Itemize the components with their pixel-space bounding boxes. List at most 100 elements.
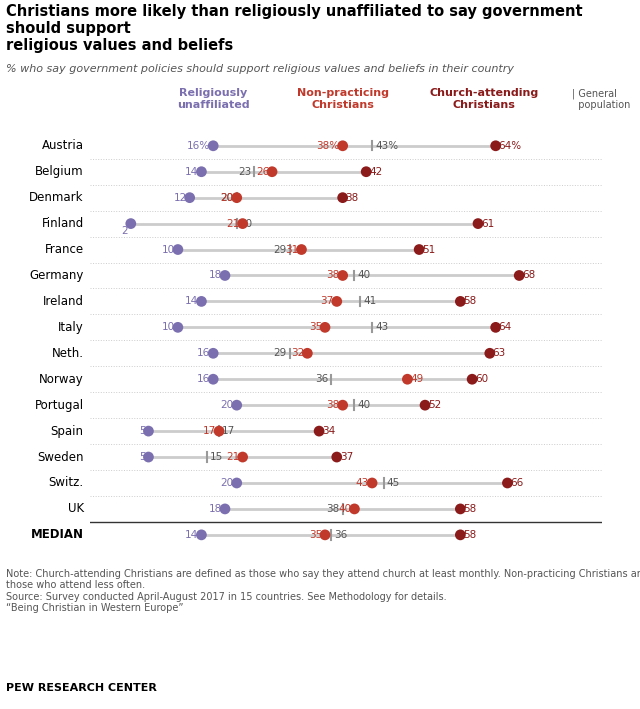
Text: Ireland: Ireland: [43, 295, 84, 308]
Text: France: France: [45, 243, 84, 256]
Text: Sweden: Sweden: [37, 450, 84, 464]
Point: [337, 192, 348, 203]
Point: [220, 503, 230, 515]
Text: 20: 20: [221, 193, 234, 203]
Point: [208, 140, 218, 152]
Point: [514, 270, 524, 281]
Text: 20: 20: [239, 218, 253, 228]
Text: Italy: Italy: [58, 321, 84, 334]
Text: 61: 61: [481, 218, 494, 228]
Text: Denmark: Denmark: [29, 191, 84, 204]
Text: | General
  population: | General population: [572, 88, 630, 111]
Text: 14: 14: [185, 530, 198, 540]
Text: 41: 41: [364, 296, 376, 306]
Text: 40: 40: [357, 270, 371, 281]
Text: 38: 38: [326, 270, 340, 281]
Text: 2: 2: [121, 226, 128, 236]
Text: 18: 18: [209, 270, 222, 281]
Text: 49: 49: [410, 374, 424, 384]
Text: 18: 18: [209, 504, 222, 514]
Text: 37: 37: [321, 296, 334, 306]
Point: [196, 166, 207, 177]
Text: 20: 20: [221, 400, 234, 411]
Point: [455, 296, 465, 307]
Point: [367, 477, 377, 489]
Text: 43: 43: [356, 478, 369, 488]
Point: [337, 399, 348, 411]
Text: 29: 29: [273, 245, 287, 255]
Text: 5: 5: [139, 452, 145, 462]
Text: 31: 31: [285, 245, 298, 255]
Text: 35: 35: [309, 530, 322, 540]
Text: Norway: Norway: [39, 373, 84, 386]
Text: 43%: 43%: [375, 141, 398, 151]
Text: 21: 21: [227, 452, 239, 462]
Text: 42: 42: [369, 167, 382, 177]
Point: [403, 374, 413, 385]
Point: [232, 399, 242, 411]
Point: [302, 347, 312, 359]
Text: 14: 14: [185, 167, 198, 177]
Point: [361, 166, 371, 177]
Text: 20: 20: [221, 193, 234, 203]
Text: 5: 5: [139, 426, 145, 436]
Point: [214, 425, 224, 437]
Point: [337, 140, 348, 152]
Text: 10: 10: [162, 323, 175, 333]
Point: [420, 399, 430, 411]
Point: [232, 192, 242, 203]
Text: 40: 40: [339, 504, 351, 514]
Text: Austria: Austria: [42, 139, 84, 152]
Point: [320, 529, 330, 540]
Text: 17: 17: [222, 426, 236, 436]
Point: [332, 296, 342, 307]
Text: 34: 34: [322, 426, 335, 436]
Text: 38: 38: [326, 400, 340, 411]
Text: UK: UK: [68, 503, 84, 515]
Text: 15: 15: [211, 452, 223, 462]
Text: 60: 60: [475, 374, 488, 384]
Text: 58: 58: [463, 530, 477, 540]
Text: Church-attending
Christians: Church-attending Christians: [429, 89, 538, 110]
Point: [455, 503, 465, 515]
Text: Religiously
unaffiliated: Religiously unaffiliated: [177, 89, 250, 110]
Text: 36: 36: [334, 530, 347, 540]
Point: [237, 452, 248, 463]
Text: Germany: Germany: [29, 269, 84, 282]
Point: [490, 322, 500, 333]
Text: 38: 38: [346, 193, 359, 203]
Text: Belgium: Belgium: [35, 165, 84, 178]
Point: [232, 477, 242, 489]
Point: [473, 218, 483, 229]
Text: 64%: 64%: [499, 141, 522, 151]
Text: % who say government policies should support religious values and beliefs in the: % who say government policies should sup…: [6, 65, 515, 74]
Point: [143, 452, 154, 463]
Point: [414, 244, 424, 255]
Text: 21: 21: [227, 218, 239, 228]
Point: [125, 218, 136, 229]
Point: [484, 347, 495, 359]
Point: [173, 244, 183, 255]
Text: 45: 45: [387, 478, 400, 488]
Text: 58: 58: [463, 504, 477, 514]
Text: 52: 52: [428, 400, 441, 411]
Point: [143, 425, 154, 437]
Text: 38: 38: [326, 504, 340, 514]
Text: Spain: Spain: [51, 425, 84, 437]
Text: 26: 26: [256, 167, 269, 177]
Text: 35: 35: [309, 323, 322, 333]
Text: 64: 64: [499, 323, 512, 333]
Text: 58: 58: [463, 296, 477, 306]
Text: 32: 32: [291, 348, 305, 358]
Point: [332, 452, 342, 463]
Text: 63: 63: [493, 348, 506, 358]
Point: [208, 347, 218, 359]
Text: 68: 68: [522, 270, 536, 281]
Text: 37: 37: [340, 452, 353, 462]
Text: 20: 20: [221, 478, 234, 488]
Point: [320, 322, 330, 333]
Point: [455, 529, 465, 540]
Text: 38%: 38%: [317, 141, 340, 151]
Point: [296, 244, 307, 255]
Text: 12: 12: [173, 193, 187, 203]
